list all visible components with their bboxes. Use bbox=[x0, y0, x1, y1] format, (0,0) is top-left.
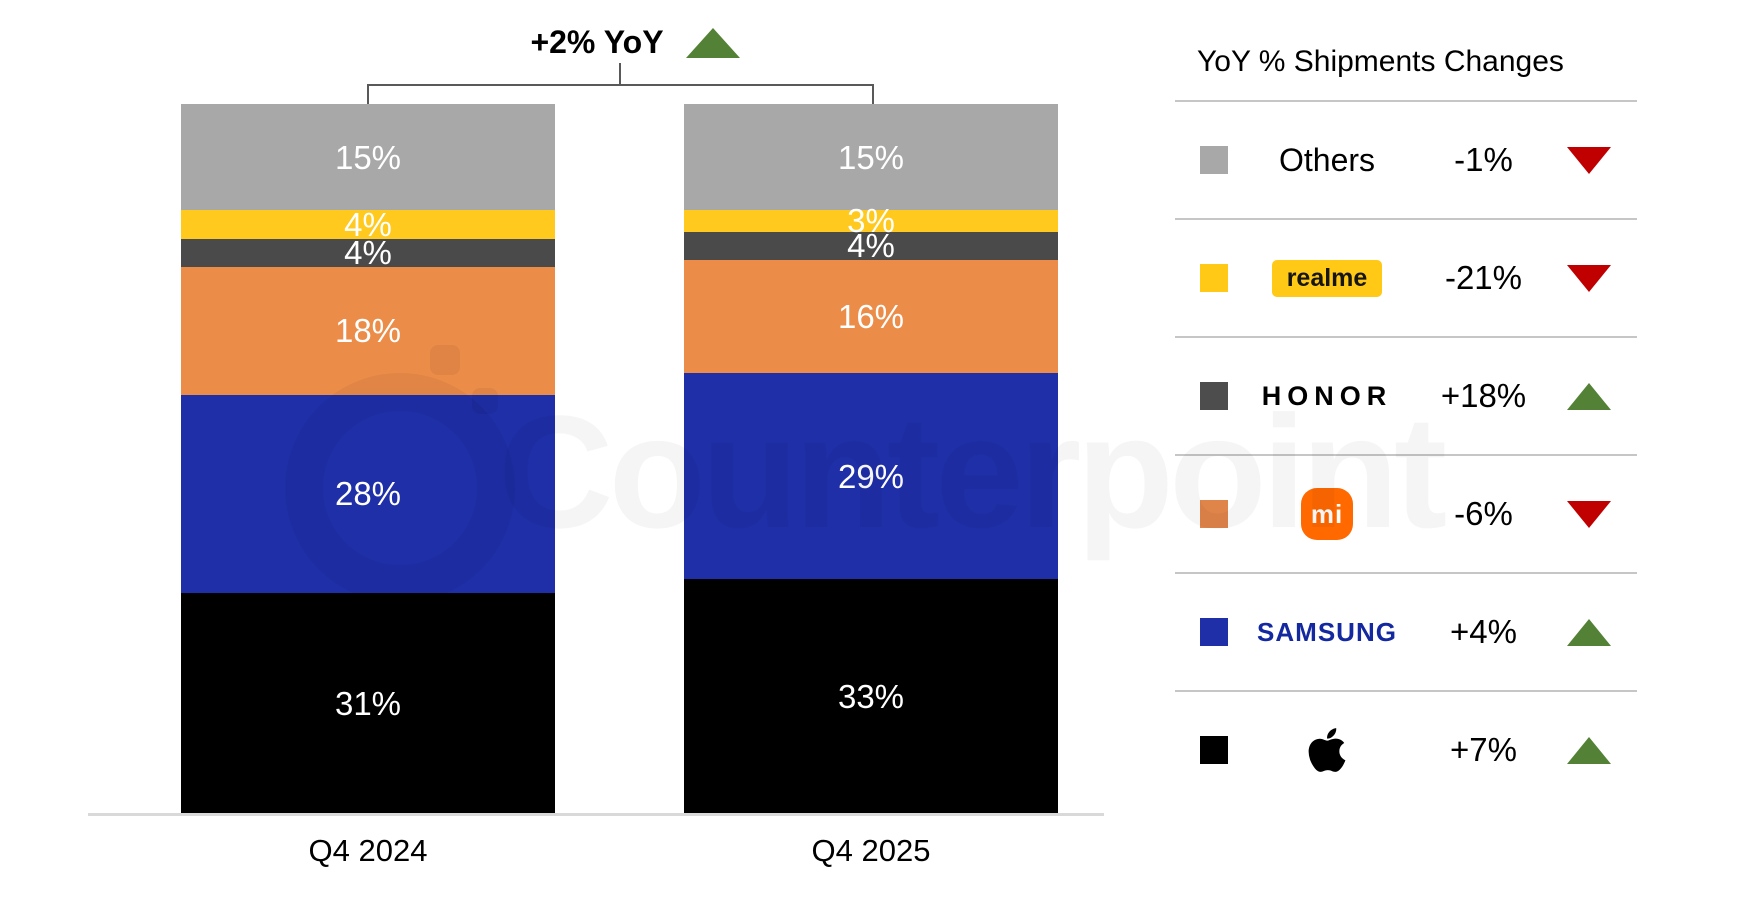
bar-segment-value: 15% bbox=[837, 138, 905, 176]
stacked-bar-q4-2024: 15% 4% 4% 18% 28% 31% bbox=[181, 104, 555, 813]
bar-segment-value: 28% bbox=[334, 475, 402, 513]
bar-segment-realme: 4% bbox=[181, 206, 555, 244]
down-triangle-icon bbox=[1567, 500, 1611, 528]
brand-label-others: Others bbox=[1278, 141, 1376, 178]
stacked-bar-q4-2025: 15% 3% 4% 16% 29% 33% bbox=[684, 104, 1058, 813]
samsung-logo: SAMSUNG bbox=[1257, 616, 1397, 647]
legend-row-xiaomi: mi -6% bbox=[1175, 454, 1637, 572]
up-triangle-icon bbox=[1567, 618, 1611, 646]
yoy-change-value: -1% bbox=[1454, 141, 1513, 178]
bar-segment-value: 29% bbox=[837, 457, 905, 495]
bracket-line bbox=[367, 84, 874, 86]
bar-segment-value: 3% bbox=[847, 202, 895, 240]
bar-segment-value: 31% bbox=[334, 684, 402, 722]
legend-row-honor: HONOR +18% bbox=[1175, 336, 1637, 454]
bar-segment-apple: 33% bbox=[684, 579, 1058, 813]
legend-color-swatch bbox=[1200, 500, 1228, 528]
realme-logo: realme bbox=[1271, 259, 1383, 297]
bracket-stem bbox=[619, 63, 621, 85]
bar-segment-value: 4% bbox=[344, 206, 392, 244]
yoy-change-value: +18% bbox=[1440, 377, 1527, 414]
bar-segment-value: 16% bbox=[837, 298, 905, 336]
bar-segment-realme: 3% bbox=[684, 204, 1058, 237]
legend-color-swatch bbox=[1200, 264, 1228, 292]
bar-segment-honor: 4% bbox=[684, 227, 1058, 265]
legend-color-swatch bbox=[1200, 382, 1228, 410]
bracket-right-drop bbox=[872, 84, 874, 105]
bar-segment-others: 15% bbox=[684, 104, 1058, 211]
x-axis-baseline bbox=[88, 813, 1104, 816]
legend-row-samsung: SAMSUNG +4% bbox=[1175, 572, 1637, 690]
legend-color-swatch bbox=[1200, 146, 1228, 174]
legend-row-others: Others -1% bbox=[1175, 100, 1637, 218]
bar-segment-xiaomi: 18% bbox=[181, 267, 555, 395]
total-yoy-header: +2% YoY bbox=[450, 24, 820, 61]
bar-segment-others: 15% bbox=[181, 104, 555, 211]
up-triangle-icon bbox=[1567, 736, 1611, 764]
honor-logo: HONOR bbox=[1261, 380, 1393, 411]
bar-segment-value: 33% bbox=[837, 677, 905, 715]
bracket-left-drop bbox=[367, 84, 369, 105]
bar-segment-honor: 4% bbox=[181, 234, 555, 272]
legend-panel: YoY % Shipments Changes Others -1% realm… bbox=[1175, 45, 1637, 808]
legend-color-swatch bbox=[1200, 736, 1228, 764]
bar-segment-xiaomi: 16% bbox=[684, 259, 1058, 374]
up-triangle-icon bbox=[1567, 382, 1611, 410]
down-triangle-icon bbox=[1567, 146, 1611, 174]
apple-logo-icon bbox=[1307, 725, 1347, 775]
legend-title: YoY % Shipments Changes bbox=[1197, 45, 1564, 78]
bar-segment-samsung: 29% bbox=[684, 373, 1058, 580]
bar-segment-value: 18% bbox=[334, 312, 402, 350]
yoy-change-value: -6% bbox=[1454, 495, 1513, 532]
xiaomi-mi-logo: mi bbox=[1301, 488, 1353, 540]
bar-segment-value: 4% bbox=[344, 234, 392, 272]
legend-row-realme: realme -21% bbox=[1175, 218, 1637, 336]
down-triangle-icon bbox=[1567, 264, 1611, 292]
bar-segment-value: 4% bbox=[847, 227, 895, 265]
legend-color-swatch bbox=[1200, 618, 1228, 646]
total-yoy-label: +2% YoY bbox=[530, 24, 664, 60]
bar-segment-apple: 31% bbox=[181, 593, 555, 813]
category-label: Q4 2024 bbox=[308, 833, 428, 868]
yoy-change-value: -21% bbox=[1444, 259, 1523, 296]
yoy-change-value: +7% bbox=[1450, 731, 1517, 768]
yoy-change-value: +4% bbox=[1450, 613, 1517, 650]
bar-segment-samsung: 28% bbox=[181, 394, 555, 594]
up-triangle-icon bbox=[685, 27, 740, 58]
category-label: Q4 2025 bbox=[811, 833, 931, 868]
bar-segment-value: 15% bbox=[334, 138, 402, 176]
legend-row-apple: +7% bbox=[1175, 690, 1637, 808]
